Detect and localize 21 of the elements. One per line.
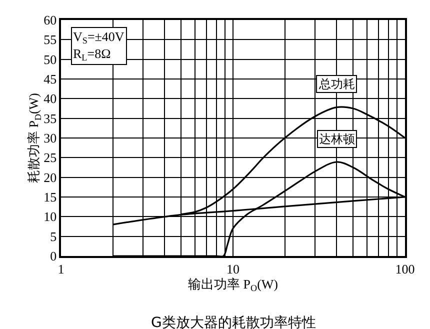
x-tick-label: 100 (395, 261, 415, 276)
y-tick-label: 10 (44, 209, 57, 224)
y-tick-label: 20 (44, 170, 57, 185)
x-axis-title: 输出功率 P$_{O}$(W) (188, 276, 278, 294)
y-tick-label: 30 (44, 130, 57, 146)
y-tick-label: 25 (44, 150, 57, 166)
y-tick-label: 15 (44, 190, 57, 205)
text: G类放大器的耗散功率特性 (151, 315, 316, 329)
series-label: 总功耗 (318, 77, 355, 91)
y-tick-label: 5 (50, 228, 57, 244)
y-tick-label: 35 (44, 110, 57, 126)
y-tick-label: 45 (44, 72, 57, 87)
y-tick-label: 0 (50, 248, 57, 264)
annotation: V$_{S}$=±40V R$_{L}$=8Ω (73, 29, 125, 63)
y-tick-label: 50 (44, 52, 57, 67)
x-tick-label: 1 (58, 261, 64, 276)
x-tick-label: 10 (226, 261, 240, 276)
y-tick-label: 55 (44, 32, 57, 48)
y-tick-label: 60 (44, 12, 57, 28)
y-tick-label: 40 (44, 91, 57, 106)
series-label: 达林顿 (319, 132, 355, 146)
